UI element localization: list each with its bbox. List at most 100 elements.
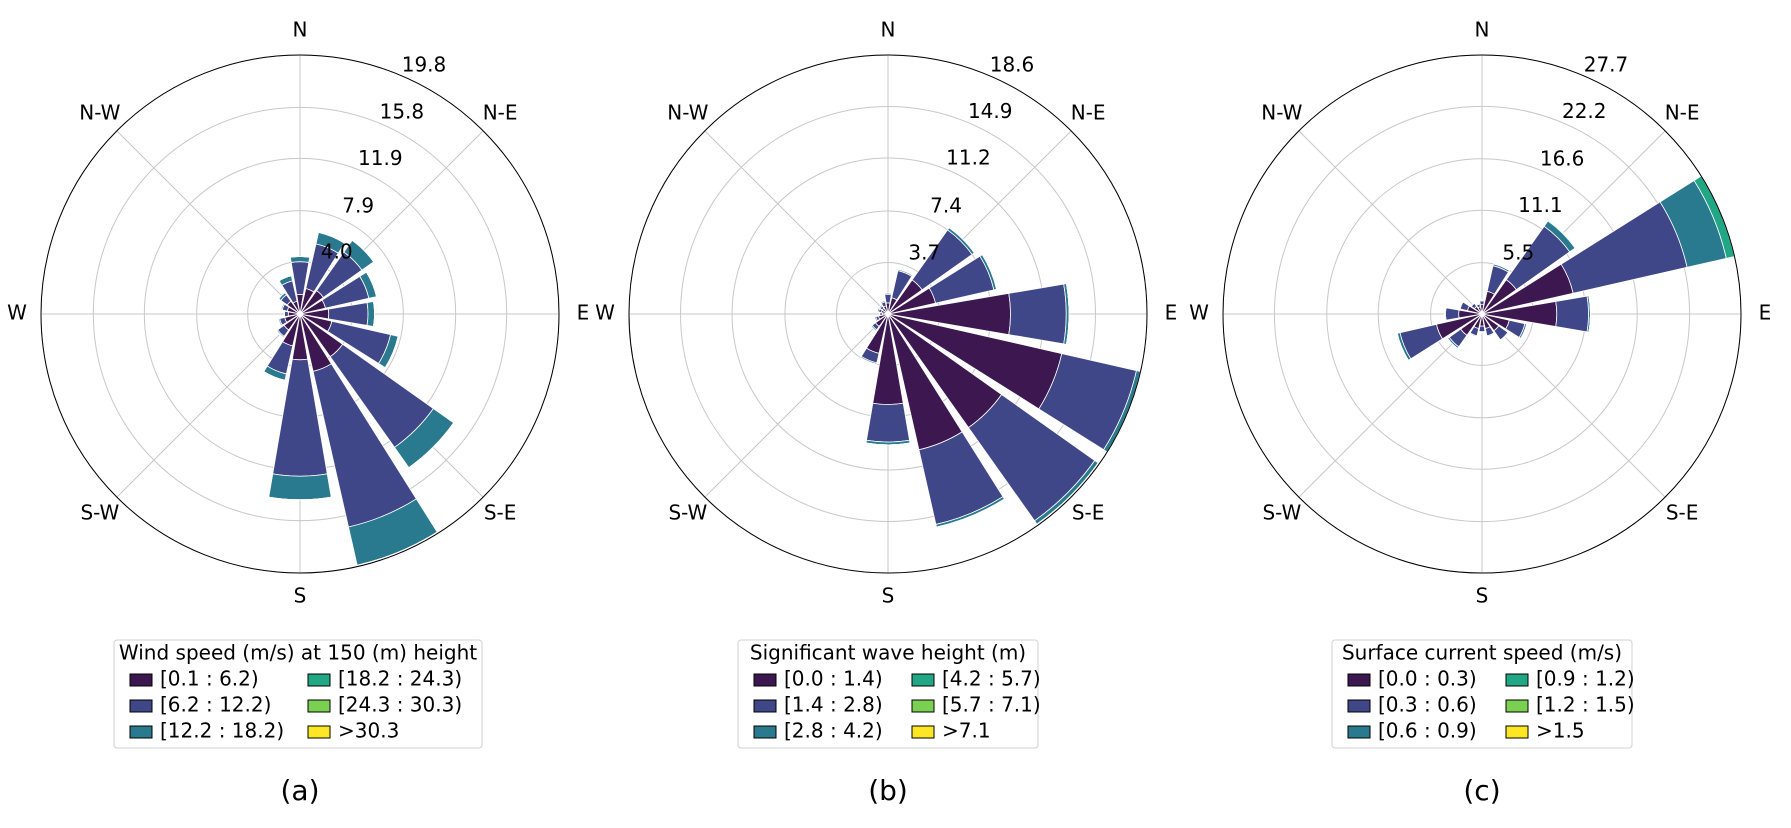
bar-segment	[283, 310, 289, 318]
bar-segment	[876, 307, 879, 312]
legend-swatch	[307, 725, 331, 739]
radial-tick-label: 18.6	[990, 52, 1035, 76]
spoke	[1298, 130, 1483, 315]
legend-swatch	[911, 673, 935, 687]
radial-tick-label: 7.4	[930, 194, 962, 218]
legend-swatch	[911, 725, 935, 739]
radial-tick-label: 14.9	[968, 99, 1013, 123]
radial-tick-label: 5.5	[1502, 240, 1534, 264]
direction-label: N	[293, 18, 308, 42]
legend-label: [18.2 : 24.3)	[338, 667, 462, 691]
bar-segment	[874, 316, 877, 322]
legend-label: [0.6 : 0.9)	[1378, 719, 1477, 743]
legend-swatch	[753, 673, 777, 687]
radial-tick-label: 27.7	[1584, 52, 1629, 76]
bar-segment	[1445, 307, 1460, 321]
legend-swatch	[1347, 725, 1371, 739]
radial-tick-label: 3.7	[908, 240, 940, 264]
spoke	[704, 130, 889, 315]
legend-swatch	[307, 699, 331, 713]
radial-tick-label: 11.2	[946, 146, 991, 170]
bar-segment	[280, 303, 284, 310]
legend-label: [24.3 : 30.3)	[338, 693, 462, 717]
caption: (b)	[868, 774, 908, 807]
legend-title: Significant wave height (m)	[750, 641, 1026, 665]
direction-label: E	[1759, 301, 1772, 325]
direction-label: S	[1476, 584, 1489, 608]
legend-swatch	[1505, 699, 1529, 713]
spoke	[116, 130, 301, 315]
radial-tick-label: 22.2	[1562, 99, 1607, 123]
axis-frame	[40, 54, 560, 574]
legend-label: [0.0 : 1.4)	[784, 667, 883, 691]
direction-label: W	[1189, 301, 1209, 325]
bar-segment	[884, 294, 892, 304]
direction-label: S-W	[80, 501, 119, 525]
legend-label: [1.4 : 2.8)	[784, 693, 883, 717]
legend-title: Wind speed (m/s) at 150 (m) height	[119, 641, 477, 665]
direction-label: E	[1165, 301, 1178, 325]
bar-segment	[1548, 219, 1577, 248]
legend-label: [5.7 : 7.1)	[942, 693, 1041, 717]
direction-label: S	[294, 584, 307, 608]
spoke	[116, 313, 301, 498]
legend-label: [0.3 : 0.6)	[1378, 693, 1477, 717]
legend-swatch	[129, 673, 153, 687]
legend-swatch	[753, 699, 777, 713]
legend-box	[1331, 639, 1633, 749]
bar-segment	[357, 531, 438, 566]
bar-segment	[1487, 333, 1495, 338]
bar-segment	[936, 498, 1005, 528]
direction-label: S-E	[1072, 501, 1105, 525]
legend-swatch	[911, 699, 935, 713]
bar-segment	[1555, 295, 1589, 333]
bar-segment	[278, 275, 292, 282]
direction-label: N-W	[667, 100, 708, 124]
legend-swatch	[1505, 725, 1529, 739]
direction-label: N	[881, 18, 896, 42]
legend-swatch	[129, 725, 153, 739]
direction-label: N-W	[79, 100, 120, 124]
caption: (c)	[1463, 774, 1500, 807]
bar-segment	[276, 330, 284, 338]
bar-segment	[1520, 324, 1528, 339]
legend-label: [12.2 : 18.2)	[160, 719, 284, 743]
legend-label: [6.2 : 12.2)	[160, 693, 271, 717]
bar-segment	[866, 402, 910, 443]
legend-label: >30.3	[338, 719, 399, 743]
bar-segment	[1588, 295, 1591, 333]
bar-segment	[1470, 302, 1475, 307]
bar-segment	[366, 301, 375, 327]
bar-segment	[1066, 283, 1070, 345]
legend-label: >7.1	[942, 719, 991, 743]
bar-segment	[1008, 283, 1067, 345]
bar-segment	[289, 256, 311, 263]
radial-tick-label: 16.6	[1540, 146, 1585, 170]
legend-label: [0.9 : 1.2)	[1536, 667, 1635, 691]
direction-label: S-E	[484, 501, 517, 525]
direction-label: N-E	[483, 100, 518, 124]
direction-label: N-E	[1665, 100, 1700, 124]
radial-tick-label: 15.8	[380, 100, 425, 124]
legend-swatch	[129, 699, 153, 713]
legend-label: >1.5	[1536, 719, 1585, 743]
spoke	[1298, 313, 1483, 498]
direction-label: N-W	[1261, 100, 1302, 124]
direction-label: S	[882, 584, 895, 608]
bar-segment	[880, 300, 886, 303]
direction-label: W	[595, 301, 615, 325]
direction-label: S-E	[1666, 501, 1699, 525]
direction-label: E	[577, 301, 590, 325]
direction-label: N-E	[1071, 100, 1106, 124]
radial-tick-label: 11.1	[1518, 193, 1563, 217]
radial-tick-label: 19.8	[402, 52, 447, 76]
axis-frame	[1222, 54, 1742, 574]
bar-segment	[1478, 325, 1486, 333]
radial-tick-label: 11.9	[358, 146, 403, 170]
direction-label: S-W	[1262, 501, 1301, 525]
direction-label: N	[1475, 18, 1490, 42]
caption: (a)	[280, 774, 319, 807]
bar-segment	[1493, 263, 1510, 271]
